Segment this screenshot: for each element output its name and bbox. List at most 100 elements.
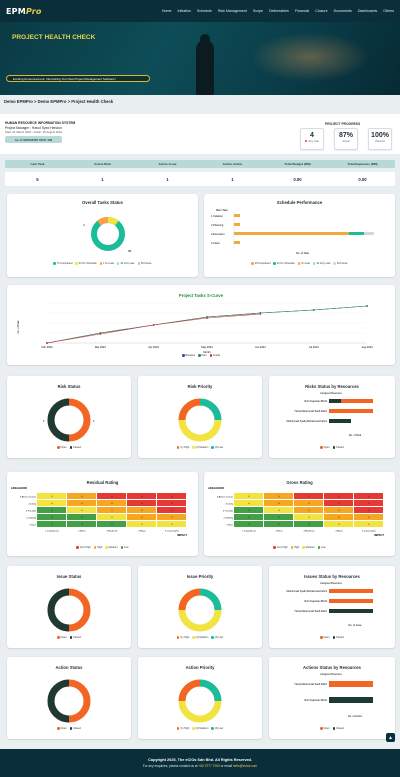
data-point[interactable]: [152, 324, 155, 326]
heatmap-cell[interactable]: [324, 500, 353, 506]
heatmap-cell[interactable]: [97, 500, 126, 506]
heatmap-cell[interactable]: [294, 514, 323, 520]
breadcrumb[interactable]: Demo EPMPro > Demo EPMPro > Project Heal…: [4, 99, 114, 104]
bar-mark[interactable]: [349, 232, 364, 235]
heatmap-cell[interactable]: [354, 500, 383, 506]
heatmap-cell[interactable]: [264, 507, 293, 513]
series-line-plan[interactable]: [46, 305, 368, 344]
heatmap-cell[interactable]: [324, 521, 353, 527]
gross-heatmap[interactable]: LIKELIHOOD 5 Almost Certain 0 0 0 0 0 4 Likely 0…: [204, 483, 395, 548]
heatmap-cell[interactable]: [127, 521, 156, 527]
nav-item-home[interactable]: Home: [161, 9, 172, 13]
bar-mark[interactable]: [329, 419, 351, 423]
nav-item-financial[interactable]: Financial: [294, 9, 310, 13]
heatmap-cell[interactable]: [294, 507, 323, 513]
summary-value[interactable]: 5: [36, 176, 39, 182]
bar-mark[interactable]: [234, 214, 240, 217]
heatmap-cell[interactable]: [264, 493, 293, 499]
nav-item-deliverables[interactable]: Deliverables: [269, 9, 289, 13]
nav-item-dashboards[interactable]: Dashboards: [357, 9, 378, 13]
heatmap-cell[interactable]: [67, 521, 96, 527]
heatmap-cell[interactable]: [97, 514, 126, 520]
series-line-actual[interactable]: [46, 313, 261, 344]
heatmap-cell[interactable]: [324, 514, 353, 520]
bar-mark[interactable]: [329, 599, 373, 603]
heatmap-cell[interactable]: [67, 500, 96, 506]
data-point[interactable]: [46, 342, 48, 344]
action-priority-donut[interactable]: [138, 671, 262, 731]
heatmap-cell[interactable]: [37, 521, 66, 527]
heatmap-cell[interactable]: [294, 493, 323, 499]
bar-mark[interactable]: [234, 232, 349, 235]
data-point[interactable]: [99, 333, 102, 335]
heatmap-cell[interactable]: [97, 521, 126, 527]
heatmap-cell[interactable]: [294, 500, 323, 506]
data-point[interactable]: [312, 309, 315, 311]
heatmap-cell[interactable]: [157, 514, 186, 520]
bar-mark[interactable]: [364, 232, 374, 235]
action-resources-chart[interactable]: Assigned Resource Haziq Muhammad Saufi R…: [269, 669, 395, 729]
heatmap-cell[interactable]: [97, 493, 126, 499]
heatmap-cell[interactable]: [127, 514, 156, 520]
schedule-bar-chart[interactable]: Main Task 1 Initiation 2 Planning 3 Exec…: [204, 204, 395, 264]
brand-logo[interactable]: EPMPro: [6, 6, 42, 16]
heatmap-cell[interactable]: [127, 507, 156, 513]
footer-phone-link[interactable]: +60 3777 7000: [198, 764, 220, 768]
heatmap-cell[interactable]: [157, 500, 186, 506]
heatmap-cell[interactable]: [97, 507, 126, 513]
bar-mark[interactable]: [329, 399, 341, 403]
data-point[interactable]: [366, 305, 368, 307]
nav-item-others[interactable]: Others: [383, 9, 394, 13]
scroll-to-top-icon[interactable]: ▲: [386, 733, 395, 742]
heatmap-cell[interactable]: [354, 493, 383, 499]
issue-priority-donut[interactable]: [138, 580, 262, 640]
series-line-baseline[interactable]: [46, 305, 368, 344]
nav-item-closure[interactable]: Closure: [315, 9, 328, 13]
heatmap-cell[interactable]: [264, 521, 293, 527]
bar-mark[interactable]: [329, 589, 373, 593]
bar-mark[interactable]: [329, 409, 373, 413]
data-point[interactable]: [206, 317, 208, 319]
issue-status-donut[interactable]: [7, 580, 131, 640]
heatmap-cell[interactable]: [354, 514, 383, 520]
risk-priority-donut[interactable]: [138, 390, 262, 450]
heatmap-cell[interactable]: [234, 500, 263, 506]
data-point[interactable]: [259, 313, 262, 315]
summary-value[interactable]: 1: [166, 176, 169, 182]
risk-status-donut[interactable]: 1 1: [7, 390, 131, 450]
scurve-chart[interactable]: Feb 2024 Mar 2024 Apr 2024 May 2024 Jun 2024…: [7, 297, 395, 357]
heatmap-cell[interactable]: [294, 521, 323, 527]
heatmap-cell[interactable]: [234, 514, 263, 520]
bar-mark[interactable]: [329, 681, 373, 687]
summary-value[interactable]: 1: [231, 176, 234, 182]
heatmap-cell[interactable]: [324, 493, 353, 499]
heatmap-cell[interactable]: [324, 507, 353, 513]
heatmap-cell[interactable]: [67, 493, 96, 499]
summary-value[interactable]: 0.00: [358, 176, 367, 182]
summary-value[interactable]: 1: [101, 176, 104, 182]
bar-mark[interactable]: [234, 223, 240, 226]
bar-mark[interactable]: [329, 697, 373, 703]
heatmap-cell[interactable]: [37, 507, 66, 513]
nav-item-initiation[interactable]: Initiation: [177, 9, 191, 13]
nav-item-scope[interactable]: Scope: [252, 9, 264, 13]
heatmap-cell[interactable]: [37, 493, 66, 499]
action-status-donut[interactable]: [7, 671, 131, 731]
nav-item-documents[interactable]: Documents: [333, 9, 352, 13]
heatmap-cell[interactable]: [264, 500, 293, 506]
heatmap-cell[interactable]: [157, 507, 186, 513]
heatmap-cell[interactable]: [37, 514, 66, 520]
bar-mark[interactable]: [329, 609, 373, 613]
heatmap-cell[interactable]: [234, 493, 263, 499]
heatmap-cell[interactable]: [127, 493, 156, 499]
residual-heatmap[interactable]: LIKELIHOOD 5 Almost Certain 0 0 0 0 0 4 Likely 0…: [7, 483, 198, 548]
heatmap-cell[interactable]: [157, 493, 186, 499]
bar-mark[interactable]: [341, 399, 373, 403]
heatmap-cell[interactable]: [354, 521, 383, 527]
summary-value[interactable]: 0.00: [293, 176, 302, 182]
heatmap-cell[interactable]: [67, 514, 96, 520]
footer-email-link[interactable]: hello@ecios.com: [232, 764, 258, 768]
heatmap-cell[interactable]: [234, 521, 263, 527]
heatmap-cell[interactable]: [234, 507, 263, 513]
risk-resources-chart[interactable]: Assigned Resource Ruhi Syazwani Bimbi Ha…: [269, 388, 395, 448]
